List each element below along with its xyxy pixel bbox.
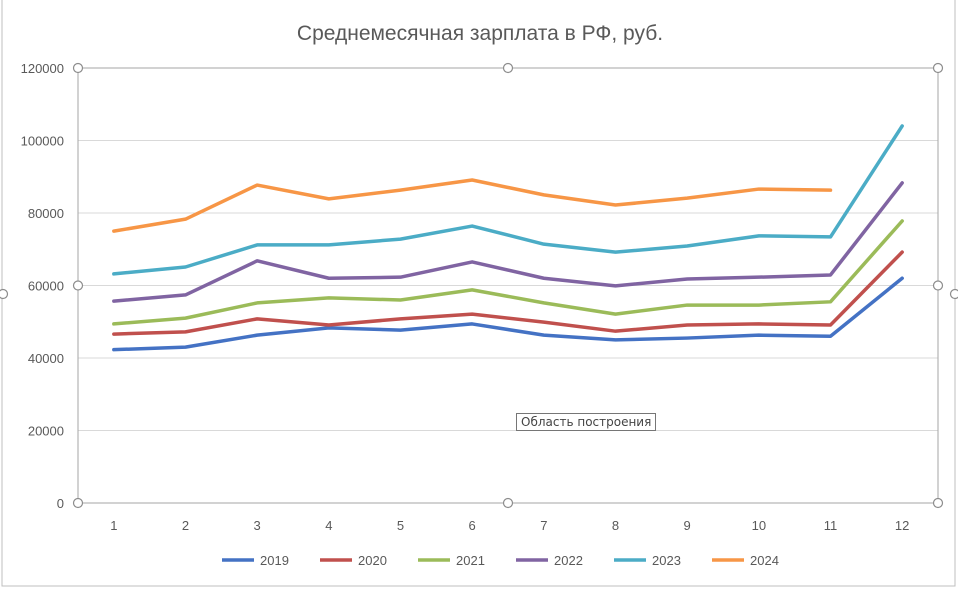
series-line-2023[interactable] xyxy=(112,124,904,276)
legend-label-2023: 2023 xyxy=(652,553,681,568)
x-tick-label: 3 xyxy=(254,518,261,533)
legend-label-2019: 2019 xyxy=(260,553,289,568)
resize-handle[interactable] xyxy=(72,62,84,74)
x-tick-label: 9 xyxy=(684,518,691,533)
x-tick-label: 1 xyxy=(110,518,117,533)
chart-title: Среднемесячная зарплата в РФ, руб. xyxy=(297,22,663,45)
legend-label-2021: 2021 xyxy=(456,553,485,568)
resize-handle[interactable] xyxy=(72,280,84,291)
y-tick-label: 40000 xyxy=(28,351,64,366)
resize-handle[interactable] xyxy=(502,62,514,74)
x-tick-label: 7 xyxy=(540,518,547,533)
y-tick-label: 0 xyxy=(57,496,64,511)
x-tick-label: 8 xyxy=(612,518,619,533)
y-tick-label: 120000 xyxy=(21,61,64,76)
legend-label-2024: 2024 xyxy=(750,553,779,568)
y-tick-label: 20000 xyxy=(28,424,64,439)
plot-area-tooltip: Область построения xyxy=(516,413,657,431)
x-tick-label: 6 xyxy=(469,518,476,533)
x-tick-label: 10 xyxy=(752,518,766,533)
resize-handle[interactable] xyxy=(932,280,944,291)
y-tick-label: 80000 xyxy=(28,206,64,221)
chart-resize-handle[interactable] xyxy=(949,288,958,300)
resize-handle[interactable] xyxy=(932,497,944,509)
chart-resize-handle[interactable] xyxy=(0,288,9,300)
resize-handle[interactable] xyxy=(502,497,514,509)
series-line-2021[interactable] xyxy=(112,219,904,326)
x-tick-label: 5 xyxy=(397,518,404,533)
resize-handle[interactable] xyxy=(932,62,944,74)
legend-label-2020: 2020 xyxy=(358,553,387,568)
y-tick-label: 60000 xyxy=(28,279,64,294)
x-tick-label: 2 xyxy=(182,518,189,533)
x-tick-label: 12 xyxy=(895,518,909,533)
legend-label-2022: 2022 xyxy=(554,553,583,568)
series-line-2019[interactable] xyxy=(112,276,904,352)
y-tick-label: 100000 xyxy=(21,134,64,149)
resize-handle[interactable] xyxy=(72,497,84,509)
series-line-2022[interactable] xyxy=(112,181,904,303)
series-line-2020[interactable] xyxy=(112,250,904,336)
x-tick-label: 4 xyxy=(325,518,332,533)
x-tick-label: 11 xyxy=(824,518,838,533)
series-line-2024[interactable] xyxy=(112,178,833,233)
